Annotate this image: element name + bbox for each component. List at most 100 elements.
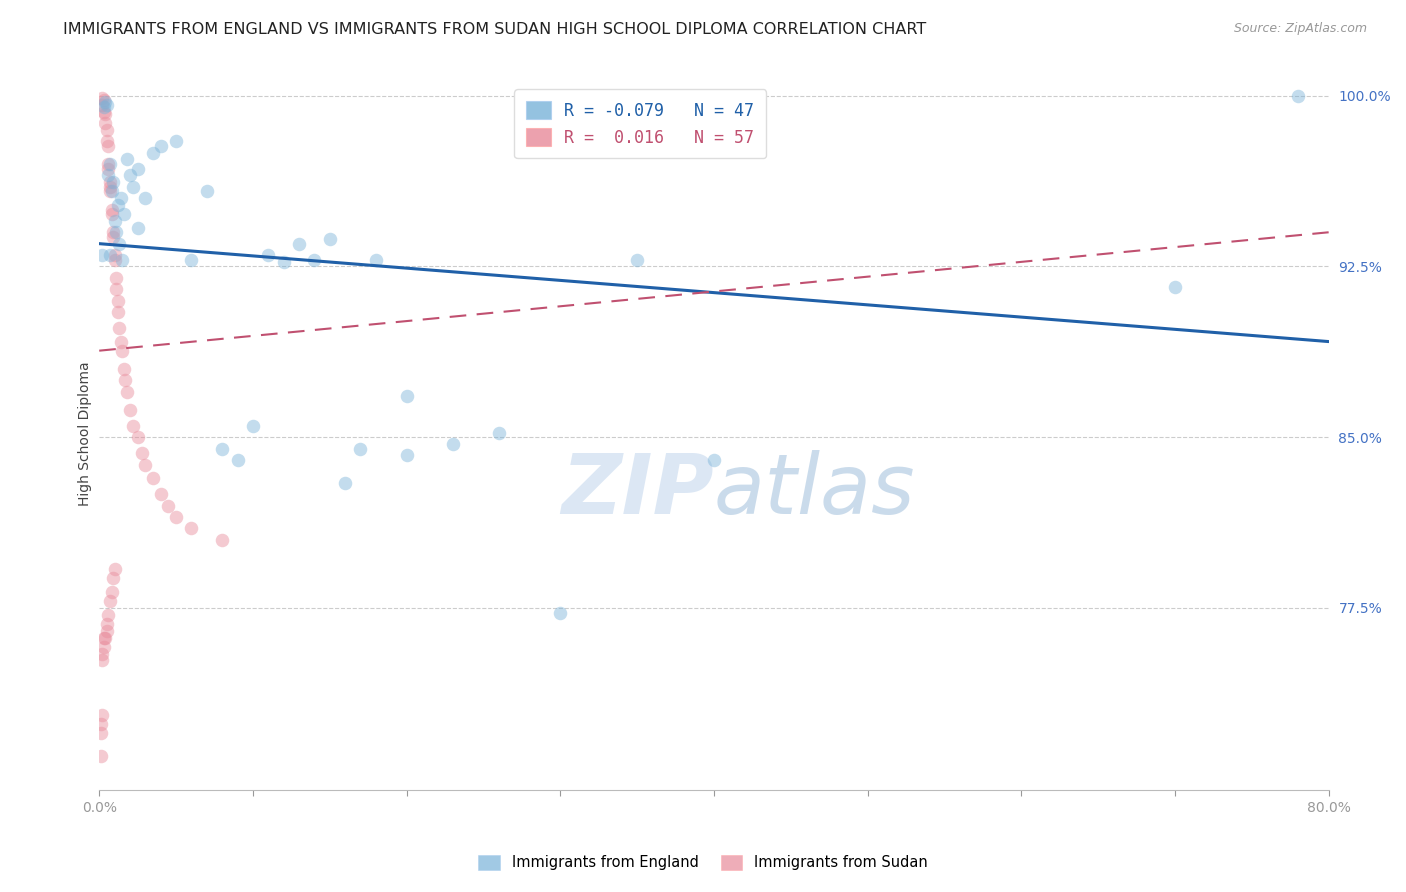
Point [97,157,120,171]
Point [97,607,120,622]
Point [304,252,326,267]
Point [101,225,124,239]
Point [98,175,121,189]
Point [103,248,125,262]
Point [127,220,149,235]
Point [97,138,120,153]
Point [91,653,114,667]
Point [333,475,356,490]
Point [180,521,202,535]
Point [548,606,571,620]
Point [115,384,138,399]
Point [441,437,464,451]
Legend: Immigrants from England, Immigrants from Sudan: Immigrants from England, Immigrants from… [472,848,934,876]
Point [142,145,165,160]
Point [100,585,122,599]
Point [97,169,120,183]
Point [96,123,118,137]
Point [96,624,118,638]
Text: ZIP: ZIP [561,450,714,532]
Point [103,214,125,228]
Point [96,134,118,148]
Point [93,104,115,119]
Point [103,562,125,576]
Point [101,175,124,189]
Point [165,134,187,148]
Point [91,708,114,723]
Y-axis label: High School Diploma: High School Diploma [79,361,93,506]
Point [94,95,117,110]
Point [488,425,510,440]
Legend: R = -0.079   N = 47, R =  0.016   N = 57: R = -0.079 N = 47, R = 0.016 N = 57 [515,89,766,159]
Point [105,282,128,296]
Point [96,97,118,112]
Point [97,161,120,176]
Point [98,184,121,198]
Point [110,191,132,205]
Point [364,252,387,267]
Point [112,362,135,376]
Point [1286,88,1309,103]
Point [118,169,141,183]
Point [703,453,725,467]
Point [101,571,124,585]
Point [110,334,132,349]
Point [98,179,121,194]
Point [91,97,114,112]
Point [111,252,134,267]
Point [94,116,117,130]
Point [157,499,180,513]
Point [98,248,121,262]
Point [149,487,172,501]
Point [165,509,187,524]
Point [108,321,131,335]
Point [107,293,129,308]
Point [93,100,115,114]
Point [115,153,138,167]
Point [91,248,114,262]
Point [105,270,128,285]
Point [395,449,418,463]
Point [103,252,125,267]
Point [118,403,141,417]
Point [288,236,311,251]
Point [211,533,233,547]
Point [91,647,114,661]
Point [114,373,136,387]
Point [395,389,418,403]
Point [626,252,648,267]
Point [96,616,118,631]
Point [94,631,117,645]
Point [195,184,218,198]
Point [273,255,295,269]
Point [90,726,112,740]
Point [98,157,121,171]
Point [100,202,122,217]
Point [90,749,112,764]
Text: Source: ZipAtlas.com: Source: ZipAtlas.com [1233,22,1367,36]
Point [105,225,128,239]
Point [226,453,249,467]
Point [127,430,149,444]
Point [131,446,153,460]
Point [98,594,121,608]
Point [242,418,264,433]
Point [134,191,156,205]
Point [93,631,115,645]
Point [319,232,342,246]
Point [257,248,280,262]
Point [107,305,129,319]
Point [101,230,124,244]
Point [90,717,112,731]
Point [107,198,129,212]
Point [127,161,149,176]
Point [94,107,117,121]
Point [100,184,122,198]
Point [349,442,371,456]
Point [134,458,156,472]
Point [93,93,115,107]
Point [211,442,233,456]
Point [142,471,165,485]
Text: atlas: atlas [714,450,915,532]
Point [108,236,131,251]
